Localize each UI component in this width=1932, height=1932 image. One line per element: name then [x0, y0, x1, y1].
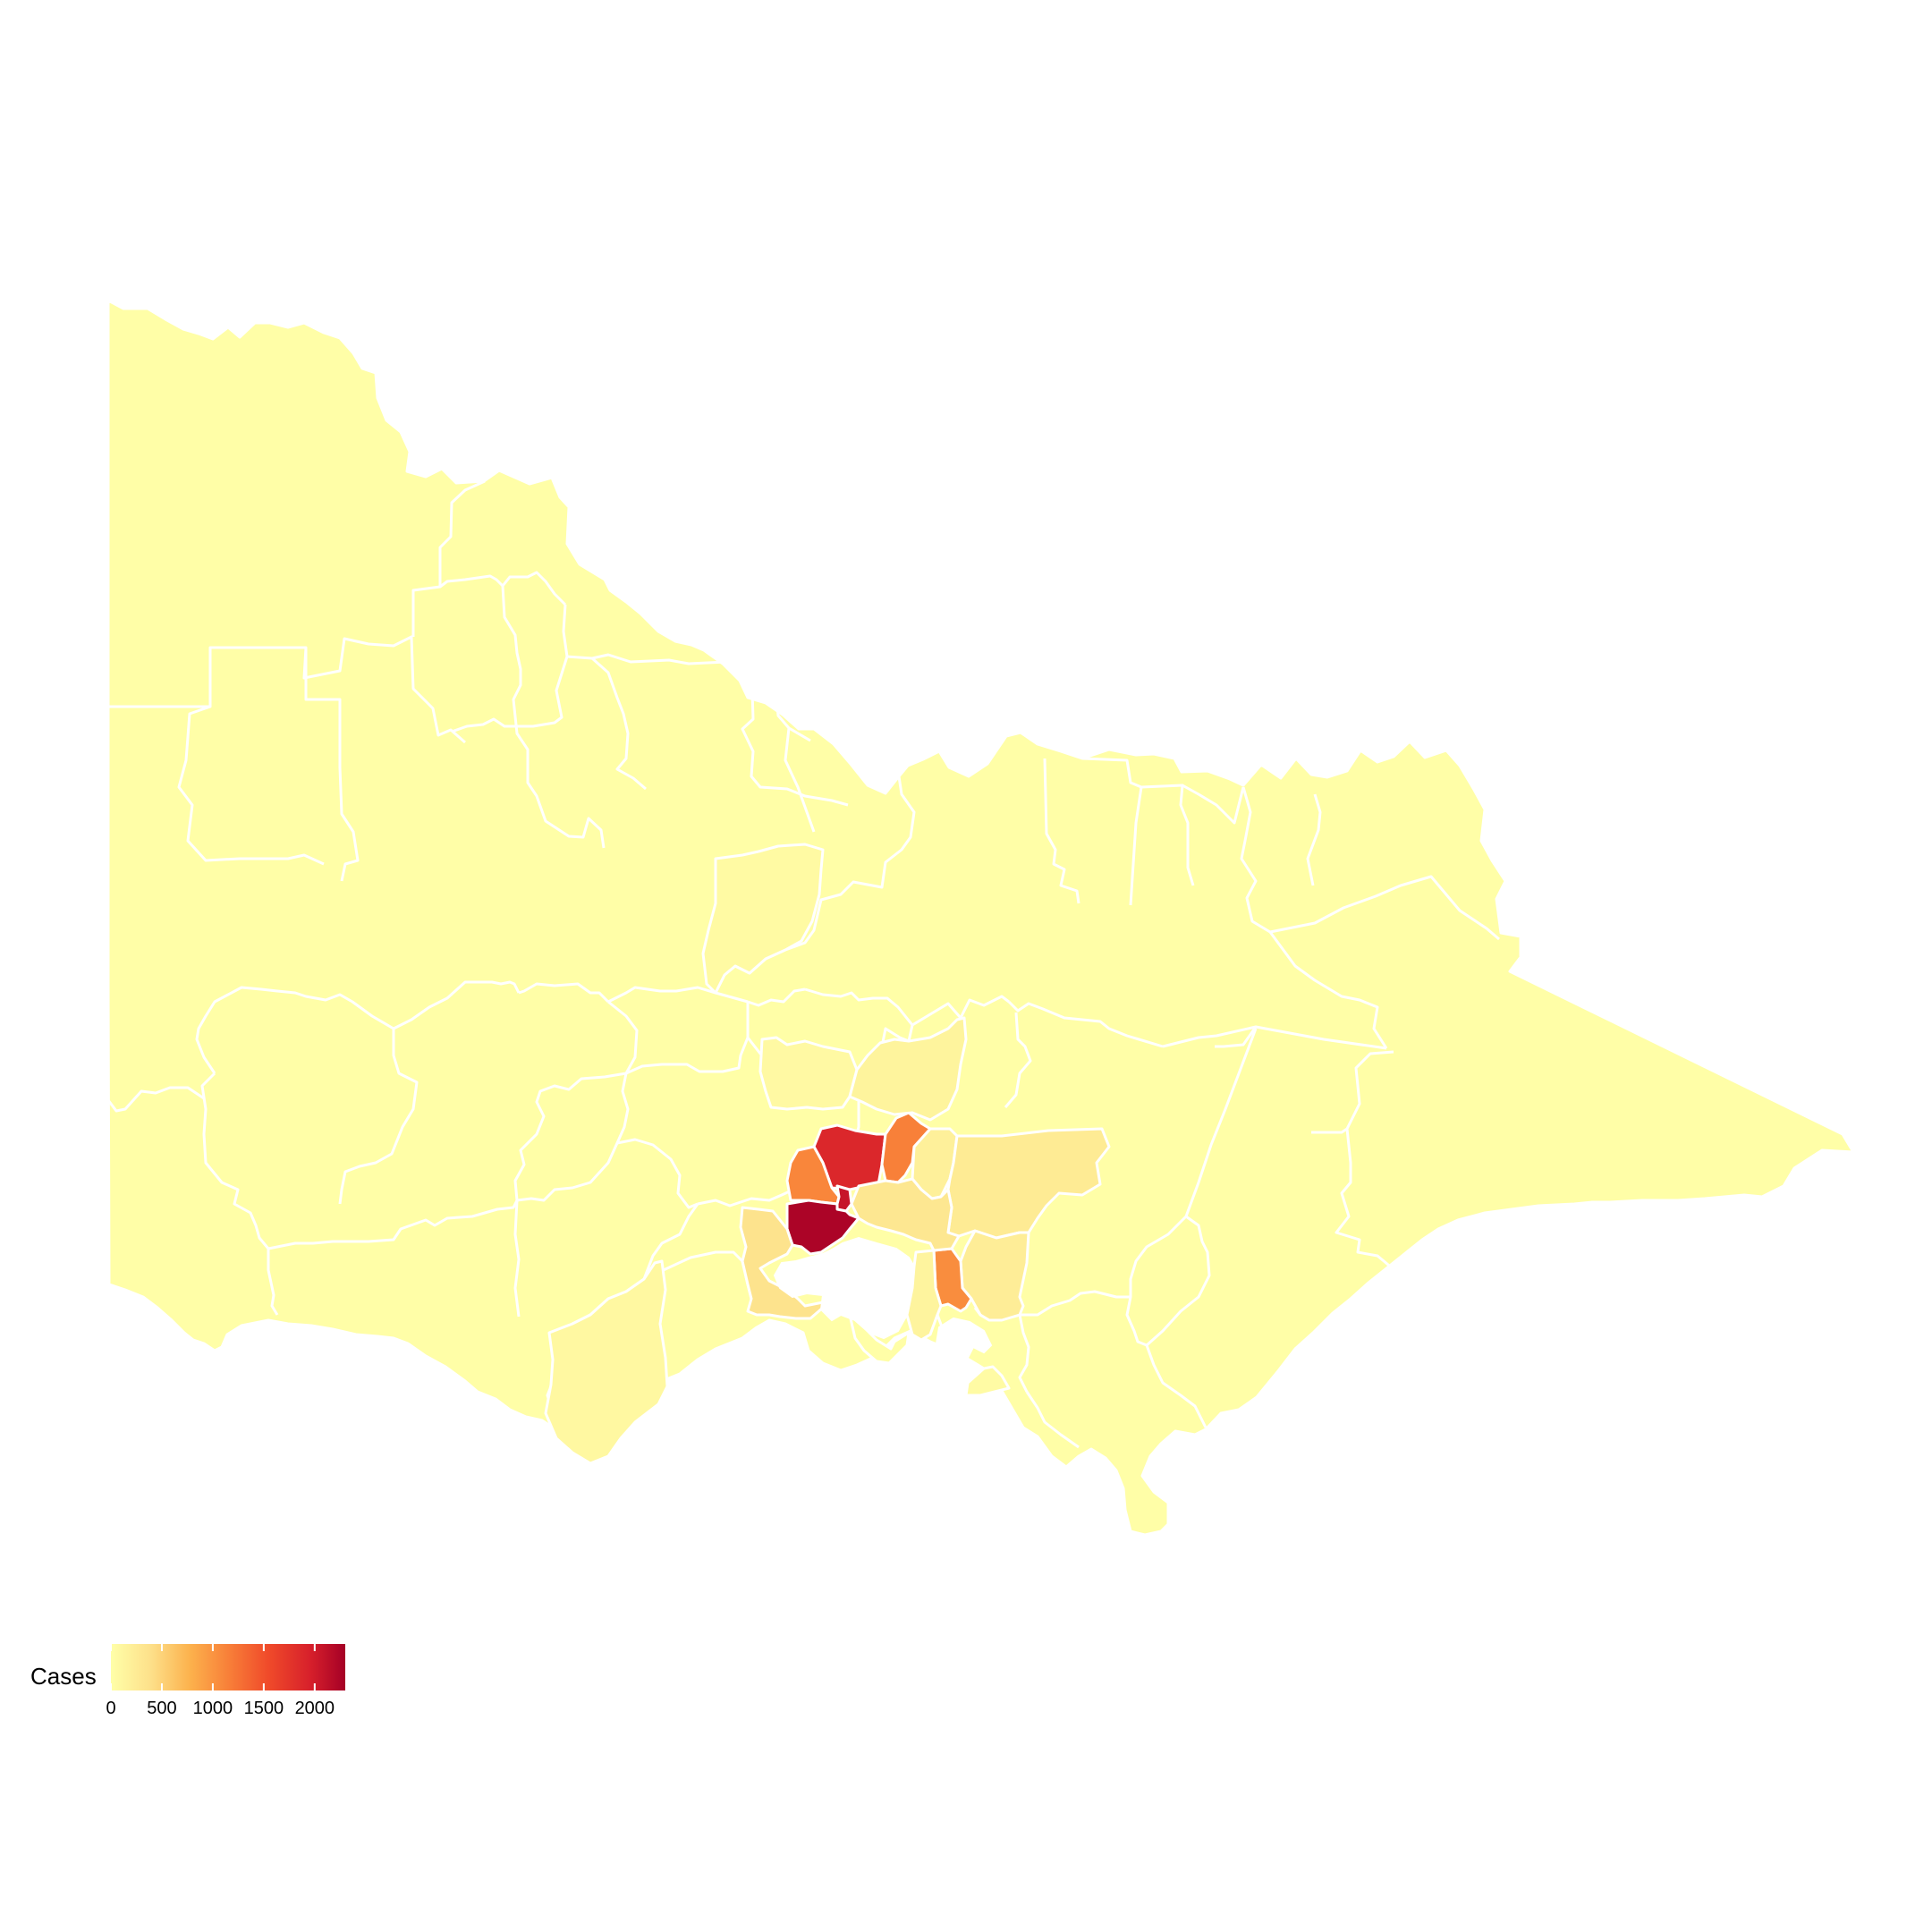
lga-borders: [106, 479, 1500, 1449]
legend-title: Cases: [30, 1663, 97, 1690]
region-inner-metro: [850, 1177, 961, 1252]
legend-tick-label: 1500: [244, 1699, 284, 1718]
region-bass-coast: [964, 1365, 1011, 1397]
legend-tick-label: 0: [106, 1699, 115, 1718]
region-brimbank: [835, 1184, 853, 1213]
legend-colorbar: [111, 1644, 345, 1690]
legend-tick-label: 500: [147, 1699, 176, 1718]
region-strathbogie: [701, 843, 825, 995]
legend-tick-label: 2000: [295, 1699, 335, 1718]
region-mitchell: [848, 1016, 968, 1122]
region-macedon-ranges: [758, 1036, 859, 1111]
region-bellarine: [848, 1313, 911, 1365]
western-port: [934, 1317, 993, 1370]
region-wyndham: [785, 1199, 860, 1256]
legend-tick-label: 1000: [193, 1699, 233, 1718]
legend: Cases 0 500 1000 1500 2000: [30, 1644, 345, 1718]
legend-ticks: 0 500 1000 1500 2000: [106, 1644, 335, 1718]
port-phillip-bay: [773, 1236, 916, 1340]
region-colac-otway: [544, 1259, 669, 1465]
